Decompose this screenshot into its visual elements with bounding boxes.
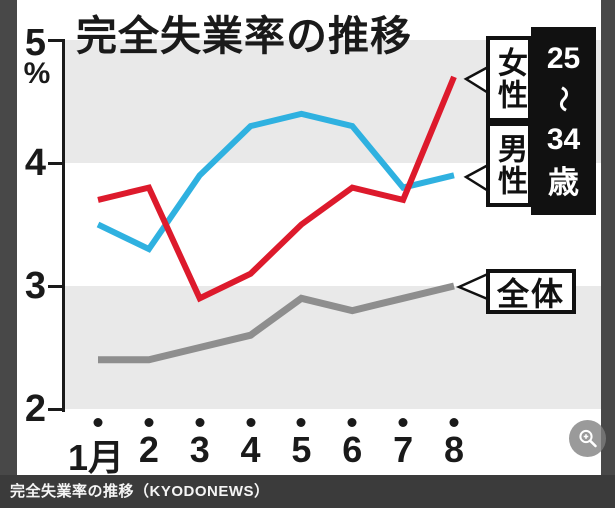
x-axis-label: 6: [342, 429, 363, 470]
age-badge-line-3: 34: [546, 122, 581, 156]
image-caption-bar: 完全失業率の推移（KYODONEWS）: [0, 475, 615, 508]
x-axis-label: 2: [138, 429, 159, 470]
y-tick-label-3: 3: [24, 265, 46, 307]
x-axis-label: 5: [291, 429, 312, 470]
age-badge-line-4: 歳: [548, 165, 579, 201]
y-tick-5: [48, 39, 65, 42]
age-badge-tilde: 〜: [548, 86, 579, 113]
women-line: [97, 75, 457, 303]
x-axis-dot: [195, 418, 205, 427]
y-axis-unit-label: %: [23, 57, 51, 90]
x-axis-label: 4: [240, 429, 261, 470]
window-edge-right: [601, 0, 615, 508]
x-axis-dot: [449, 418, 459, 427]
y-tick-2: [48, 408, 65, 411]
men-line: [96, 110, 455, 253]
y-tick-label-4: 4: [24, 142, 46, 184]
x-axis-label: 7: [393, 429, 414, 470]
x-axis-label: 3: [189, 429, 210, 470]
x-axis-dot: [144, 418, 154, 427]
x-axis-dot: [347, 418, 357, 427]
overall-line: [98, 282, 455, 364]
image-caption-text: 完全失業率の推移（KYODONEWS）: [10, 483, 270, 500]
legend-label-women: 女性: [493, 47, 526, 111]
age-group-badge: 25 〜 34 歳: [531, 27, 596, 215]
legend-box-women: 女性: [486, 36, 532, 122]
x-axis-dot: [246, 418, 256, 427]
x-axis-dot: [398, 418, 408, 427]
y-axis-line: [62, 39, 65, 412]
y-tick-3: [48, 285, 65, 288]
line-chart-canvas: [96, 63, 492, 364]
y-tick-label-5: 5: [24, 22, 46, 64]
magnifier-plus-icon: [578, 429, 597, 447]
x-axis-label: 8: [443, 429, 465, 470]
y-tick-4: [48, 162, 65, 165]
zoom-button[interactable]: [569, 420, 606, 457]
y-tick-label-2: 2: [24, 388, 46, 430]
legend-label-men: 男性: [493, 132, 526, 197]
age-badge-line-1: 25: [546, 41, 581, 75]
legend-box-overall: 全体: [486, 269, 576, 314]
legend-label-overall: 全体: [496, 275, 565, 312]
x-axis-dot: [296, 418, 306, 427]
window-edge-left: [0, 0, 17, 508]
x-axis-dot: [93, 418, 103, 427]
legend-box-men: 男性: [486, 122, 532, 207]
x-axis-label: 1月: [67, 437, 125, 478]
chart-title: 完全失業率の推移: [76, 13, 412, 59]
